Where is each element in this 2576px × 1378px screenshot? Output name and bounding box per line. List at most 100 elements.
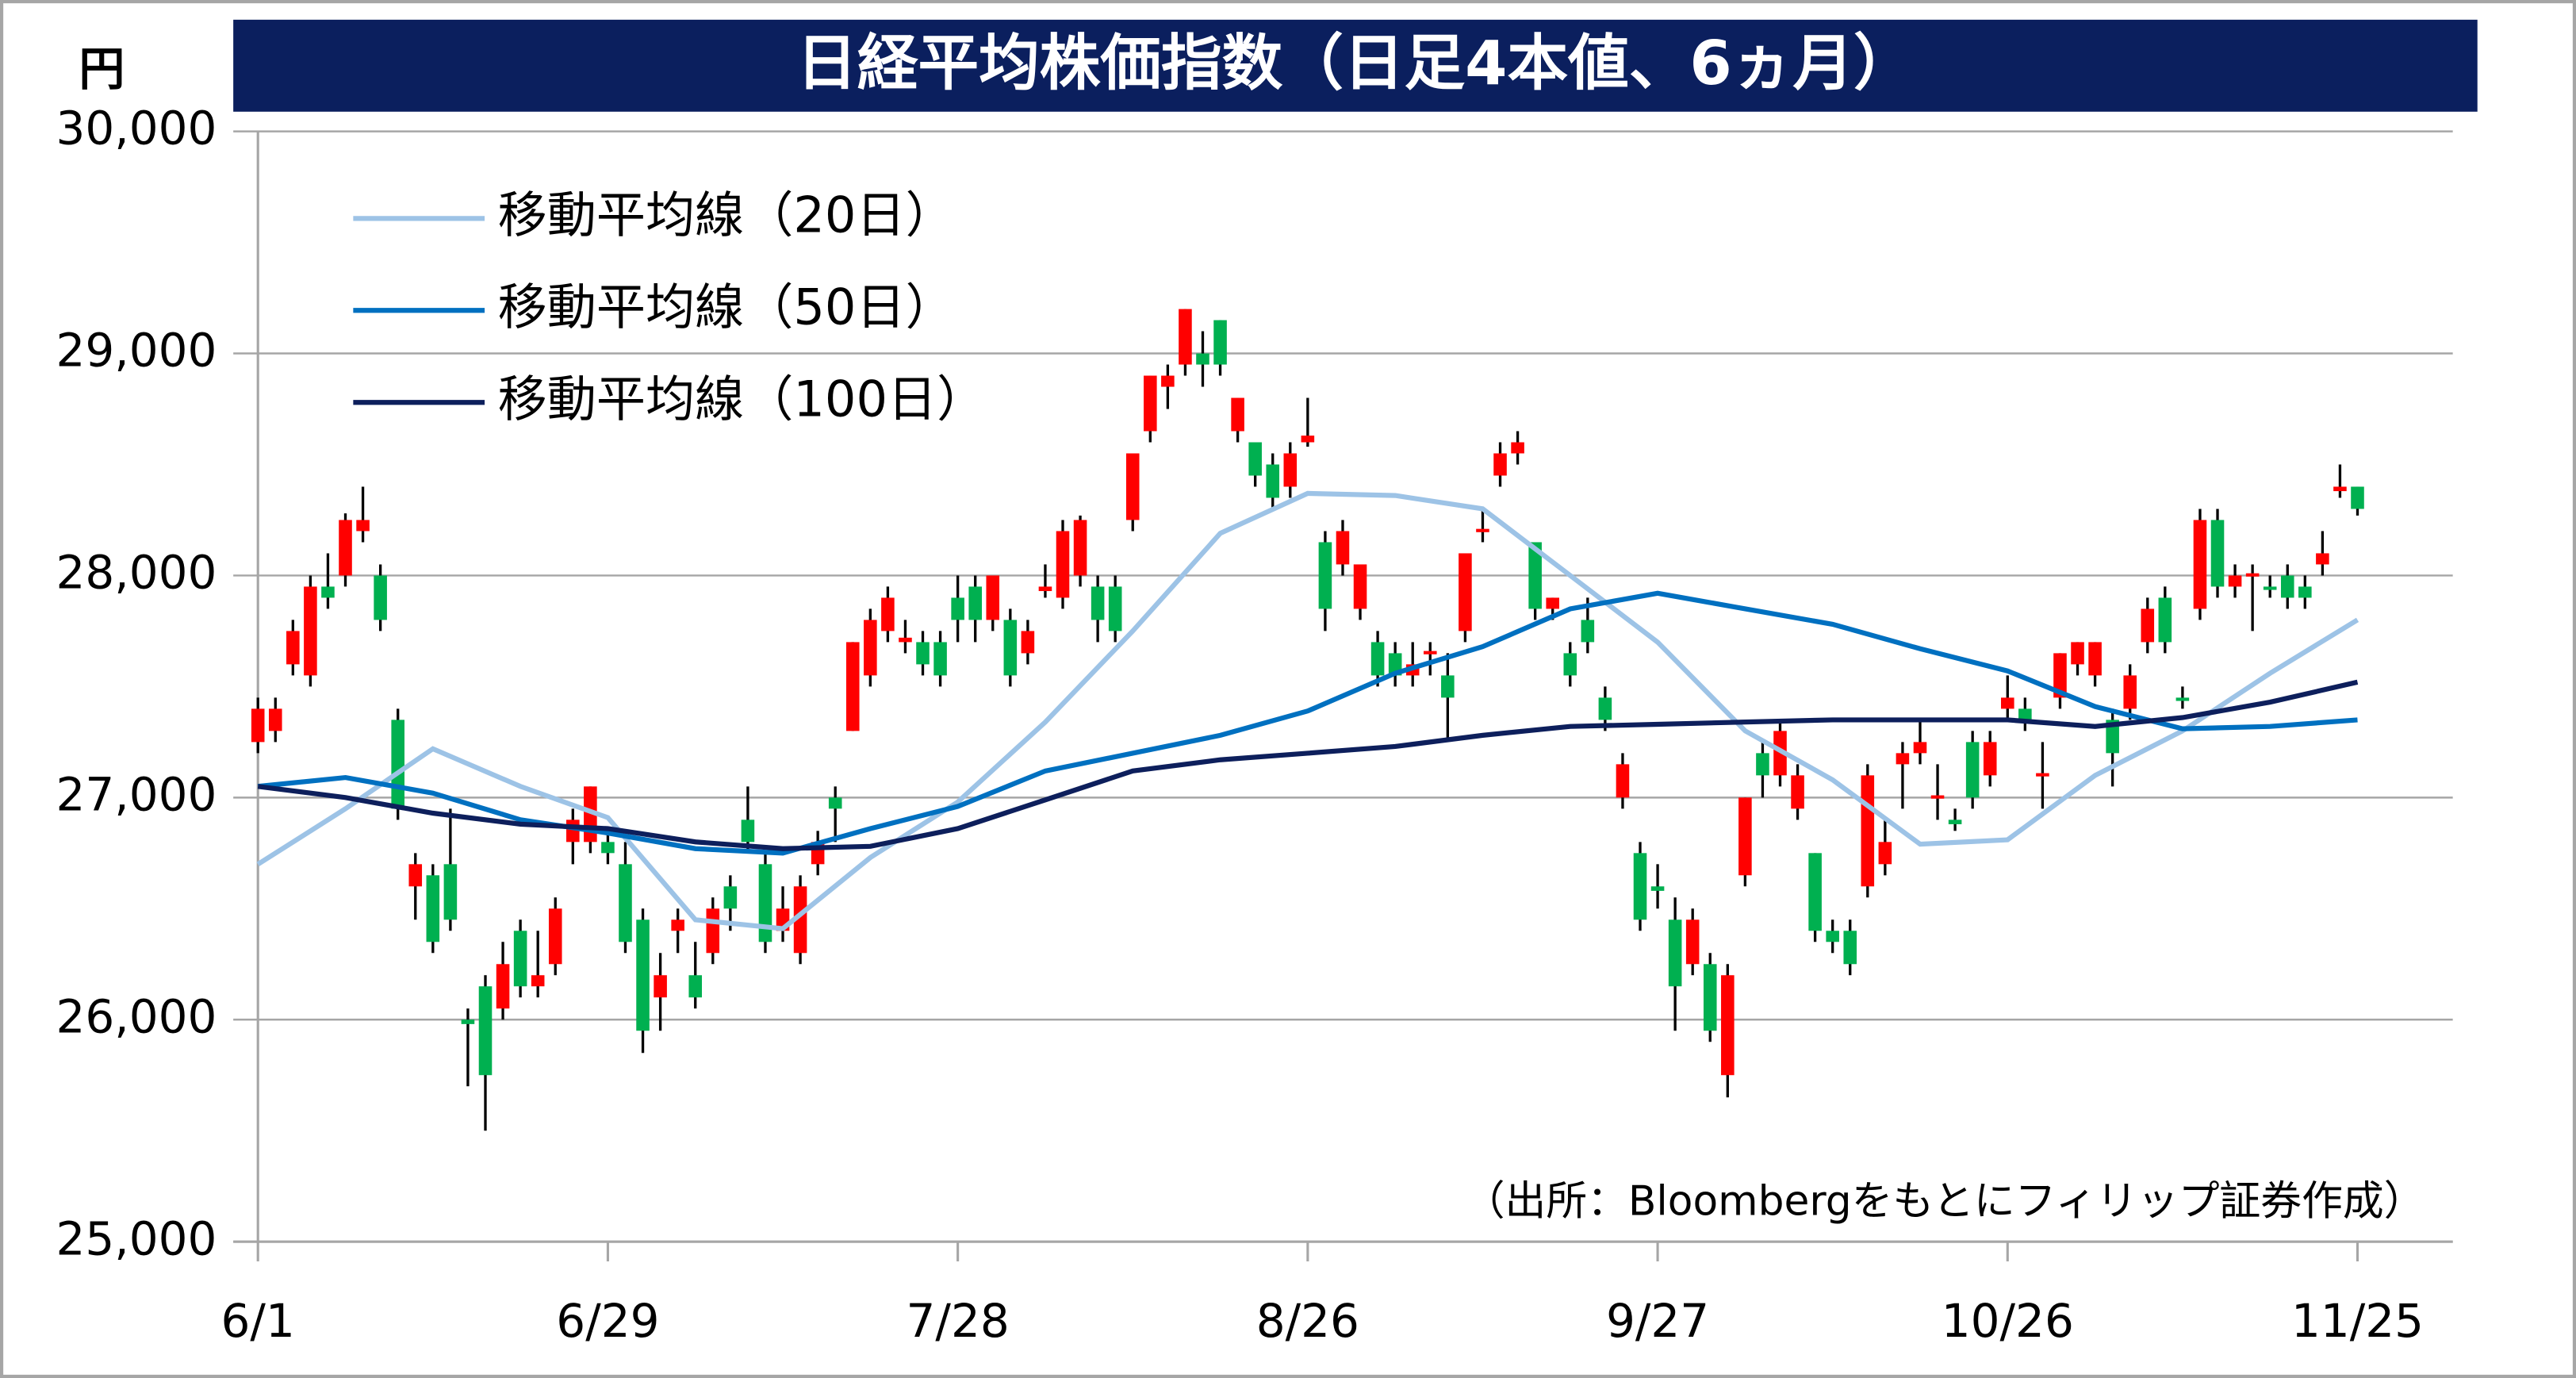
candle-body [2088,642,2102,676]
candle-body [1283,453,1298,487]
candle-body [1721,975,1735,1076]
candle-body [286,631,300,665]
candle-body [1248,442,1262,476]
candle-body [2193,520,2207,609]
ma-line [257,679,2359,851]
legend: 移動平均線（20日） 移動平均線（50日） 移動平均線（100日） [353,186,986,428]
y-tick-label: 28,000 [56,546,217,600]
title-banner [233,19,2478,112]
legend-label: 移動平均線（100日） [498,370,987,428]
candle-body [2175,697,2190,701]
candle-body [1616,764,1630,798]
y-tick-label: 29,000 [56,324,217,378]
candle-body [636,919,650,1031]
candle-body [2298,586,2312,598]
candle-body [1598,697,1612,720]
candle-body [1056,531,1070,598]
x-tick-label: 7/28 [907,1294,1010,1348]
candle-body [268,708,282,731]
candle-body [1003,620,1018,676]
y-tick-label: 25,000 [56,1211,217,1265]
candle-body [1633,853,1647,920]
legend-label: 移動平均線（20日） [498,186,955,244]
grid: 25,000 26,000 27,000 28,000 29,000 30,000 6/1 6… [56,102,2453,1348]
y-unit: 円 [79,42,125,96]
candle-body [1108,586,1122,631]
candle-body [1546,597,1559,609]
candle-body [2001,697,2014,709]
candle-body [1930,795,1945,799]
candle-body [2106,720,2119,754]
candle-body [1441,675,1455,698]
candle-body [899,637,912,643]
candle-body [1878,842,1892,865]
candle-body [548,908,562,965]
candle-body [1125,453,1140,520]
candle-body [1493,453,1507,476]
candle-body [2071,642,2084,665]
candle-body [1353,564,1367,609]
candle-body [2036,773,2049,777]
candle-body [1423,651,1437,654]
x-tick-label: 9/27 [1606,1294,1709,1348]
candle-body [443,864,458,920]
candle-body [2228,575,2242,587]
x-tick-label: 11/25 [2291,1294,2424,1348]
candle-body [1913,742,1927,754]
source-note: （出所：Bloombergをもとにフィリップ証券作成） [1464,1178,2425,1226]
candle-body [2210,520,2225,587]
candle-body [741,820,755,843]
candle-body [339,520,352,576]
candle-body [1231,397,1244,432]
candle-body [1073,520,1087,576]
candle-body [374,575,387,620]
candle-body [1826,931,1839,942]
candle-body [478,986,493,1076]
candle-body [1965,742,1980,798]
candle-body [793,886,807,954]
x-tick-label: 10/26 [1942,1294,2074,1348]
candle-body [1459,553,1472,631]
candle-body [1476,528,1489,532]
y-tick-label: 27,000 [56,767,217,821]
candle-body [1370,642,1385,676]
candle-body [1808,853,1822,931]
candle-body [951,597,964,620]
candle-body [2316,553,2329,565]
candle-body [1301,436,1315,443]
candle-body [881,597,895,631]
candle-body [1144,375,1157,432]
candle-body [356,520,370,532]
x-tick-label: 6/1 [221,1294,295,1348]
candle-body [496,964,510,1009]
candle-body [1843,931,1857,965]
candle-body [1861,775,1875,887]
candle-body [1021,631,1035,654]
candle-body [1650,886,1665,891]
candle-body [1196,353,1209,365]
y-tick-label: 30,000 [56,102,217,155]
candle-body [1336,531,1350,565]
candle-body [601,842,615,854]
candle-body [671,919,684,931]
candle-body [864,620,877,676]
candle-body [2280,575,2294,598]
candle-body [1668,919,1682,987]
y-tick-label: 26,000 [56,989,217,1043]
candle-body [654,975,667,998]
candle-body [1091,586,1105,620]
candle-body [968,586,982,620]
candle-body [1511,442,1524,454]
candle-body [2141,608,2155,643]
candle-body [2333,486,2347,492]
x-tick-label: 6/29 [556,1294,659,1348]
candle-body [723,886,738,909]
candle-body [619,864,632,942]
candle-body [1703,964,1717,1031]
candle-body [2263,586,2277,590]
candle-body [1581,620,1595,643]
candle-body [1983,742,1997,776]
